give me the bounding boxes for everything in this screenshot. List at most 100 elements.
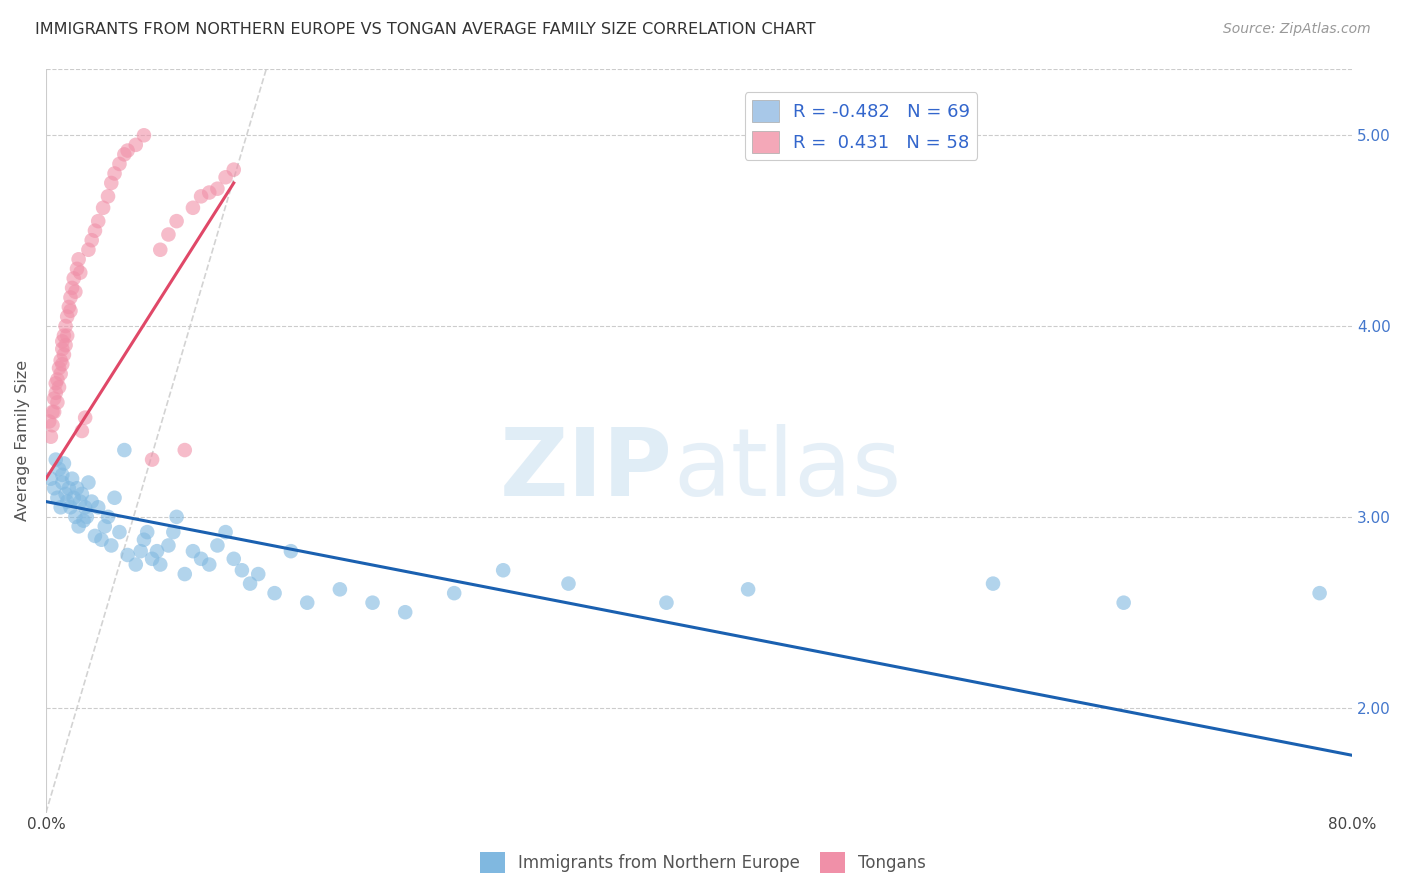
Point [655, 596, 678, 610]
Point [198, 558, 221, 572]
Point [94, 519, 117, 533]
Point [46, 372, 69, 386]
Point [70, 424, 93, 438]
Point [231, 563, 253, 577]
Point [66, 481, 89, 495]
Point [157, 227, 180, 242]
Point [55, 319, 77, 334]
Text: ZIP: ZIP [501, 425, 673, 516]
Point [173, 567, 195, 582]
Point [66, 261, 89, 276]
Point [59, 290, 82, 304]
Point [492, 563, 515, 577]
Point [70, 487, 93, 501]
Point [100, 538, 122, 552]
Point [1309, 586, 1331, 600]
Point [125, 137, 148, 152]
Point [136, 525, 159, 540]
Point [108, 525, 131, 540]
Point [75, 410, 97, 425]
Point [67, 252, 90, 267]
Point [49, 500, 72, 515]
Point [44, 392, 66, 406]
Text: IMMIGRANTS FROM NORTHERN EUROPE VS TONGAN AVERAGE FAMILY SIZE CORRELATION CHART: IMMIGRANTS FROM NORTHERN EUROPE VS TONGA… [35, 22, 815, 37]
Point [97, 509, 120, 524]
Point [77, 243, 100, 257]
Point [162, 525, 184, 540]
Point [44, 481, 66, 495]
Y-axis label: Average Family Size: Average Family Size [15, 360, 30, 521]
Point [55, 487, 77, 501]
Point [45, 376, 67, 391]
Point [87, 500, 110, 515]
Point [222, 162, 245, 177]
Legend: Immigrants from Northern Europe, Tongans: Immigrants from Northern Europe, Tongans [474, 846, 932, 880]
Point [214, 525, 236, 540]
Point [56, 310, 79, 324]
Point [59, 500, 82, 515]
Point [981, 576, 1004, 591]
Point [46, 491, 69, 505]
Point [38, 414, 60, 428]
Point [48, 462, 70, 476]
Point [51, 475, 73, 490]
Point [87, 214, 110, 228]
Point [108, 157, 131, 171]
Point [62, 491, 84, 505]
Point [222, 551, 245, 566]
Point [80, 494, 103, 508]
Point [52, 457, 75, 471]
Point [207, 538, 229, 552]
Point [103, 166, 125, 180]
Point [557, 576, 579, 591]
Point [72, 514, 94, 528]
Point [39, 472, 62, 486]
Point [443, 586, 465, 600]
Point [69, 494, 91, 508]
Point [214, 170, 236, 185]
Point [56, 494, 79, 508]
Point [48, 361, 70, 376]
Point [166, 214, 188, 228]
Point [103, 491, 125, 505]
Point [132, 128, 155, 143]
Point [52, 348, 75, 362]
Point [84, 529, 107, 543]
Point [75, 500, 97, 515]
Point [141, 551, 163, 566]
Point [58, 300, 80, 314]
Point [52, 328, 75, 343]
Point [51, 342, 73, 356]
Point [247, 567, 270, 582]
Point [117, 144, 139, 158]
Legend: R = -0.482   N = 69, R =  0.431   N = 58: R = -0.482 N = 69, R = 0.431 N = 58 [745, 93, 977, 160]
Point [198, 186, 221, 200]
Text: Source: ZipAtlas.com: Source: ZipAtlas.com [1223, 22, 1371, 37]
Point [69, 266, 91, 280]
Point [297, 596, 319, 610]
Point [394, 605, 416, 619]
Point [117, 548, 139, 562]
Point [51, 334, 73, 349]
Point [97, 189, 120, 203]
Point [59, 303, 82, 318]
Point [45, 452, 67, 467]
Point [263, 586, 285, 600]
Point [60, 472, 83, 486]
Point [76, 509, 98, 524]
Point [166, 509, 188, 524]
Point [190, 551, 212, 566]
Point [112, 443, 135, 458]
Point [60, 281, 83, 295]
Point [149, 558, 172, 572]
Point [91, 201, 114, 215]
Point [129, 544, 152, 558]
Text: atlas: atlas [673, 425, 901, 516]
Point [41, 418, 63, 433]
Point [112, 147, 135, 161]
Point [51, 467, 73, 482]
Point [49, 367, 72, 381]
Point [132, 533, 155, 547]
Point [207, 182, 229, 196]
Point [280, 544, 302, 558]
